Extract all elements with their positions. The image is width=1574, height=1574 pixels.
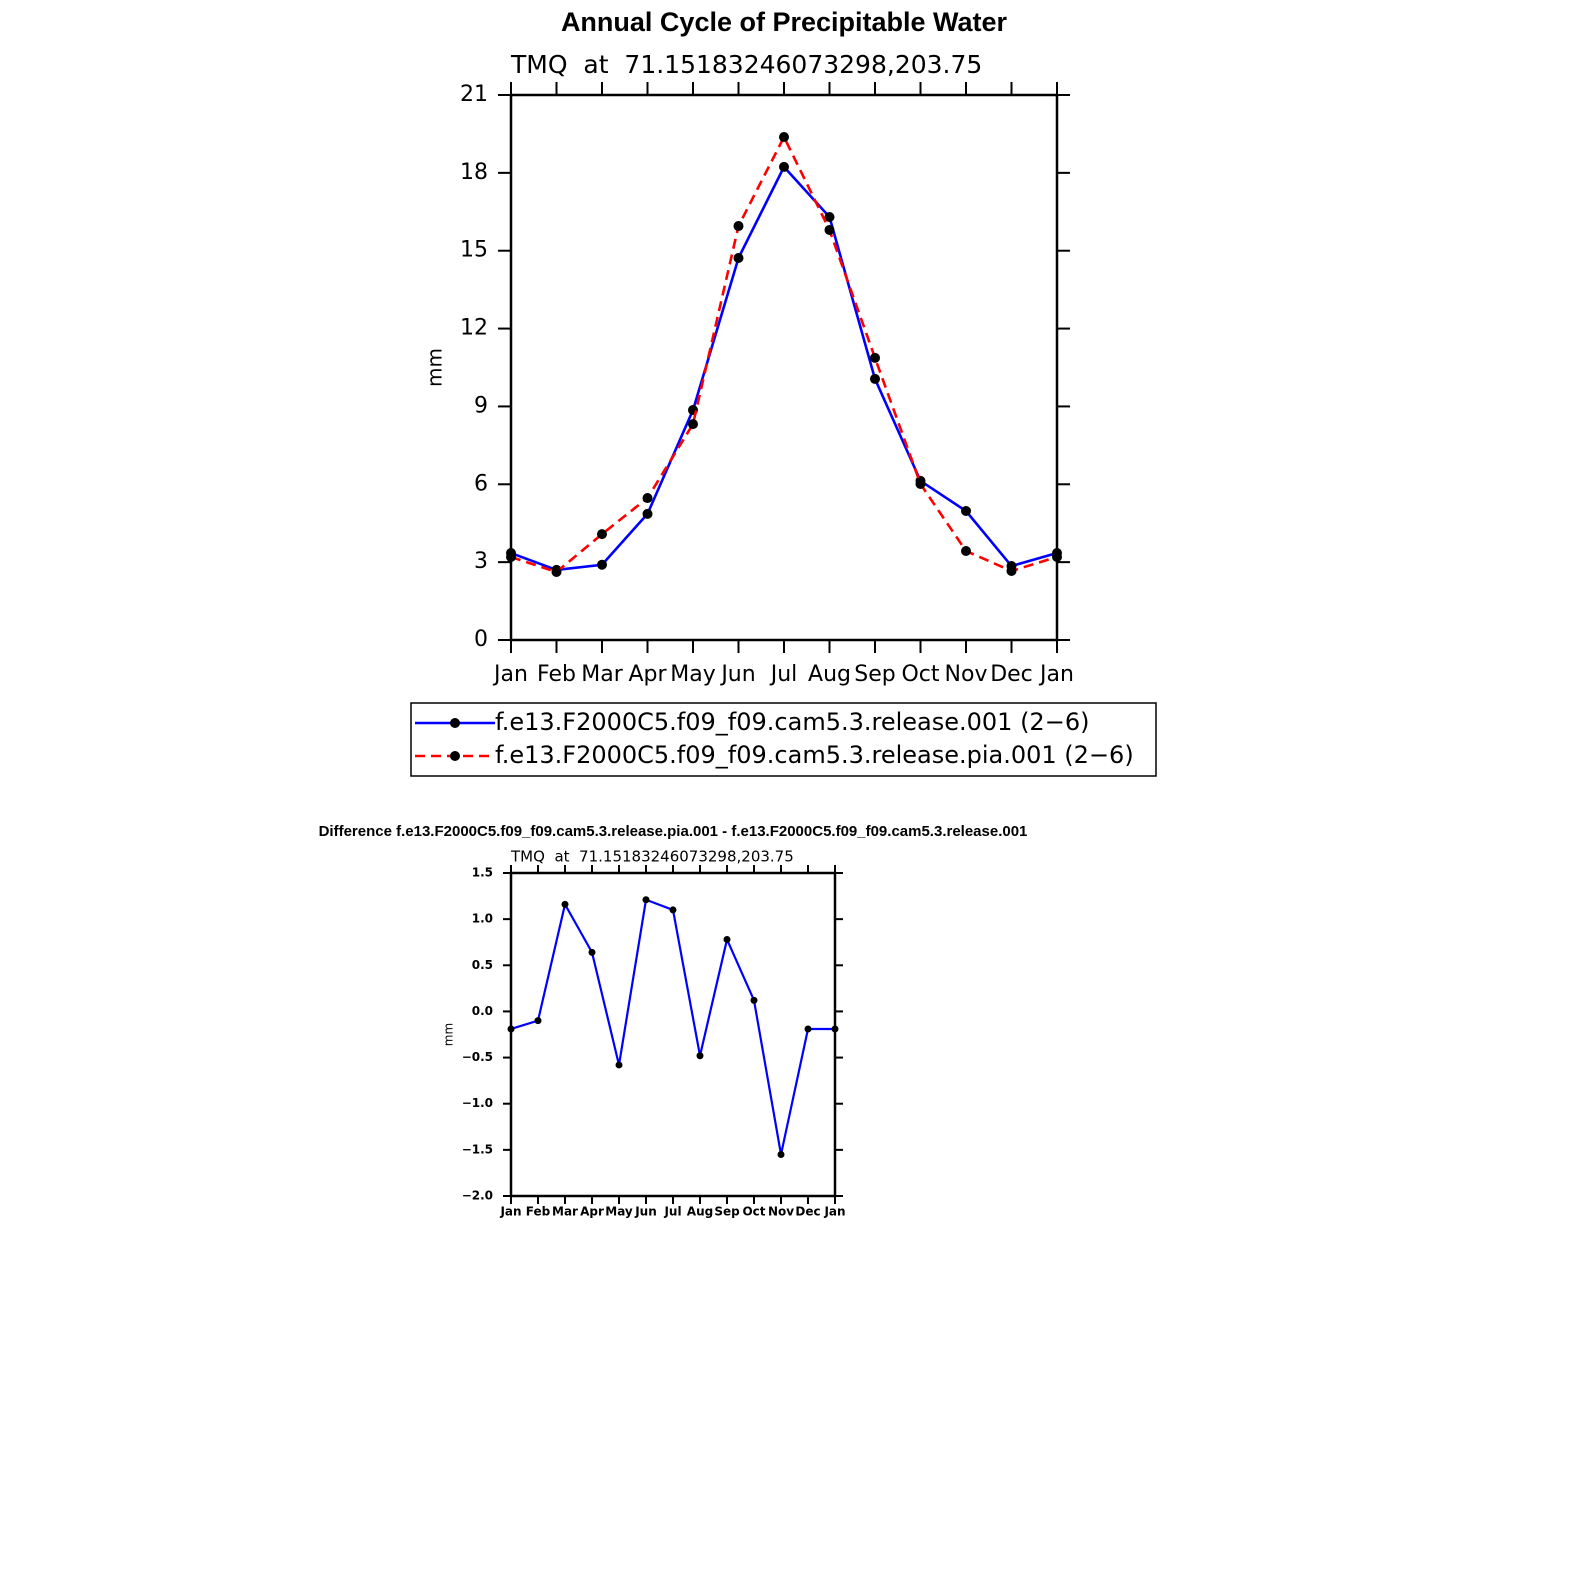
point-marker bbox=[642, 896, 650, 904]
y-tick-label: 6 bbox=[474, 471, 488, 496]
chart-title: Difference f.e13.F2000C5.f09_f09.cam5.3.… bbox=[319, 823, 1028, 840]
x-tick-label: Oct bbox=[901, 662, 939, 687]
point-marker bbox=[779, 161, 789, 172]
point-marker bbox=[870, 373, 880, 384]
x-tick-label: Sep bbox=[854, 662, 895, 687]
x-tick-label: Mar bbox=[581, 662, 623, 687]
point-marker bbox=[534, 1017, 542, 1025]
x-tick-label: Apr bbox=[580, 1205, 604, 1219]
x-tick-label: Aug bbox=[808, 662, 851, 687]
x-tick-label: Nov bbox=[945, 662, 988, 687]
point-marker bbox=[688, 419, 698, 430]
x-tick-label: Jan bbox=[823, 1205, 845, 1219]
point-marker bbox=[1052, 551, 1062, 562]
chart-title: Annual Cycle of Precipitable Water bbox=[561, 7, 1008, 37]
y-tick-label: 21 bbox=[460, 82, 488, 107]
point-marker bbox=[915, 479, 926, 490]
x-tick-label: Sep bbox=[714, 1205, 740, 1219]
point-marker bbox=[779, 132, 789, 143]
point-marker bbox=[824, 224, 835, 235]
plot-frame bbox=[509, 871, 837, 1198]
y-tick-label: 1.0 bbox=[472, 912, 493, 926]
x-tick-label: Jan bbox=[499, 1205, 521, 1219]
y-tick-label: −2.0 bbox=[462, 1189, 493, 1203]
point-marker bbox=[507, 1025, 515, 1033]
x-tick-label: Dec bbox=[795, 1205, 820, 1219]
x-tick-label: Jun bbox=[634, 1205, 657, 1219]
point-marker bbox=[588, 948, 596, 956]
series-line bbox=[510, 164, 1058, 572]
chart-subtitle: TMQ at 71.15183246073298,203.75 bbox=[510, 848, 794, 866]
y-tick-label: 15 bbox=[460, 238, 488, 263]
point-marker bbox=[961, 545, 971, 556]
legend-label: f.e13.F2000C5.f09_f09.cam5.3.release.001… bbox=[495, 708, 1089, 736]
point-marker bbox=[831, 1025, 839, 1033]
y-tick-label: 0 bbox=[474, 627, 488, 652]
point-marker bbox=[696, 1052, 704, 1060]
point-marker bbox=[506, 551, 516, 562]
y-tick-label: 18 bbox=[460, 160, 488, 185]
point-marker bbox=[642, 493, 653, 504]
x-tick-label: May bbox=[670, 662, 715, 687]
legend-box bbox=[410, 702, 1157, 777]
y-axis-label: mm bbox=[423, 348, 447, 387]
point-marker bbox=[961, 506, 971, 517]
y-axis-label: mm bbox=[442, 1023, 456, 1046]
point-marker bbox=[1006, 565, 1017, 576]
x-tick-label: Jun bbox=[719, 662, 755, 687]
x-tick-label: Jan bbox=[1038, 662, 1074, 687]
y-tick-label: 3 bbox=[474, 549, 488, 574]
plot-frame bbox=[509, 93, 1059, 642]
point-marker bbox=[750, 996, 758, 1004]
point-marker bbox=[777, 1150, 785, 1158]
y-tick-label: −1.5 bbox=[462, 1142, 493, 1156]
point-marker bbox=[551, 567, 562, 578]
point-marker bbox=[733, 252, 744, 263]
point-marker bbox=[561, 900, 569, 908]
x-tick-label: Feb bbox=[526, 1205, 551, 1219]
x-tick-label: Dec bbox=[990, 662, 1033, 687]
point-marker bbox=[597, 529, 607, 540]
x-tick-label: May bbox=[605, 1205, 633, 1219]
y-tick-label: 12 bbox=[460, 316, 488, 341]
series-line bbox=[510, 134, 1058, 574]
y-tick-label: 9 bbox=[474, 393, 488, 418]
point-marker bbox=[733, 221, 744, 232]
x-tick-label: Jan bbox=[492, 662, 528, 687]
point-marker bbox=[615, 1061, 623, 1069]
point-marker bbox=[723, 935, 731, 943]
point-marker bbox=[824, 211, 835, 222]
legend-label: f.e13.F2000C5.f09_f09.cam5.3.release.pia… bbox=[495, 741, 1134, 769]
x-tick-label: Nov bbox=[768, 1205, 794, 1219]
legend-marker bbox=[450, 718, 460, 728]
x-tick-label: Oct bbox=[742, 1205, 765, 1219]
x-tick-label: Aug bbox=[687, 1205, 713, 1219]
y-tick-label: 0.5 bbox=[472, 958, 493, 972]
legend-marker bbox=[450, 751, 460, 761]
point-marker bbox=[669, 906, 677, 914]
y-tick-label: 0.0 bbox=[472, 1004, 493, 1018]
point-marker bbox=[870, 352, 880, 363]
x-tick-label: Feb bbox=[537, 662, 576, 687]
x-tick-label: Apr bbox=[628, 662, 667, 687]
chart-subtitle: TMQ at 71.15183246073298,203.75 bbox=[510, 50, 982, 79]
y-tick-label: 1.5 bbox=[472, 866, 493, 880]
x-tick-label: Jul bbox=[769, 662, 798, 687]
point-marker bbox=[804, 1025, 812, 1033]
point-marker bbox=[642, 508, 653, 519]
y-tick-label: −1.0 bbox=[462, 1096, 493, 1110]
x-tick-label: Jul bbox=[663, 1205, 681, 1219]
series-line bbox=[510, 898, 835, 1155]
x-tick-label: Mar bbox=[552, 1205, 578, 1219]
point-marker bbox=[597, 559, 607, 570]
y-tick-label: −0.5 bbox=[462, 1050, 493, 1064]
